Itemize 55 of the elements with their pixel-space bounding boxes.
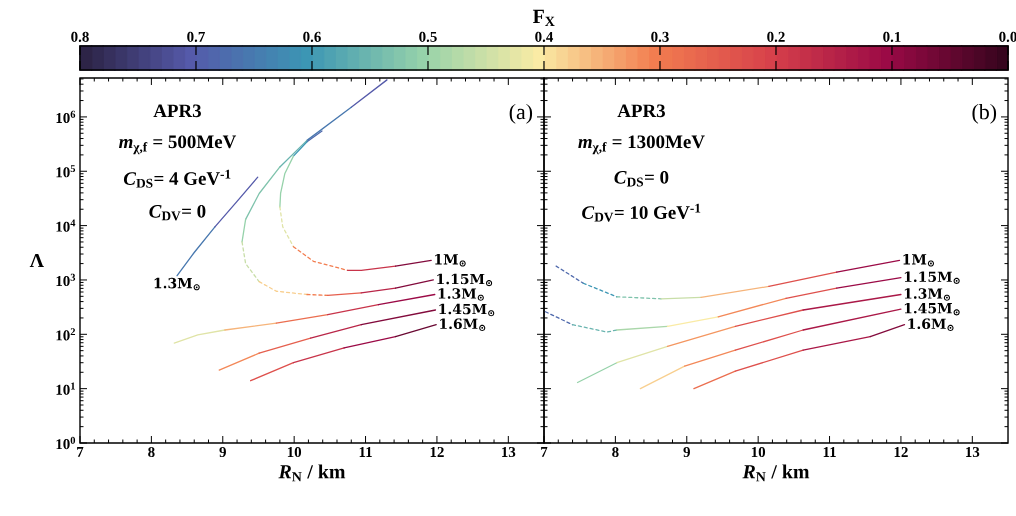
x-tick-label: 13	[502, 447, 516, 458]
annotation: m$_{χ,f}$ = 1300MeV	[578, 135, 705, 155]
x-tick-label: 9	[219, 447, 226, 458]
color-bar-label: 0.6	[303, 31, 321, 42]
text: (a)	[509, 103, 533, 124]
annotation: C$_{DV}$= 10 GeV$^{-1}$	[582, 203, 701, 222]
annotation: APR3	[153, 104, 201, 118]
color-bar-label: 0.7	[187, 31, 205, 42]
color-bar-label: 0.5	[419, 31, 437, 42]
color-bar-label: 0.8	[71, 31, 89, 42]
annotation: 1.15M$_{⊙}$	[437, 273, 493, 287]
x-tick-label: 8	[612, 447, 619, 458]
y-axis-title: Λ	[29, 253, 44, 268]
color-bar-label: 0.0	[999, 31, 1016, 42]
annotation: 1.3M$_{⊙}$	[904, 288, 950, 301]
x-tick-label: 9	[683, 447, 690, 458]
x-tick-label: 12	[894, 447, 908, 457]
x-tick-label: 8	[148, 447, 155, 458]
annotation: m$_{χ,f}$ = 500MeV	[118, 135, 237, 155]
annotation: C$_{DS}$= 0	[614, 170, 669, 187]
annotation: C$_{DS}$= 4 GeV$^{-1}$	[123, 169, 231, 188]
y-tick-label: 10$^{4}$	[56, 219, 76, 232]
y-tick-label: 10$^{0}$	[56, 436, 76, 450]
annotation: 1.15M$_{⊙}$	[904, 271, 960, 284]
y-tick-label: 10$^{3}$	[56, 273, 76, 287]
annotation: 1.6M$_{⊙}$	[440, 318, 486, 331]
annotation: 1.45M$_{⊙}$	[904, 302, 960, 316]
annotation: 1M$_{⊙}$	[903, 254, 934, 267]
y-tick-label: 10$^{6}$	[56, 110, 76, 124]
x-axis-title: R$_{N}$ / km	[742, 464, 810, 482]
y-tick-label: 10$^{5}$	[56, 165, 76, 178]
x-tick-label: 11	[359, 447, 372, 457]
annotation: C$_{DV}$= 0	[149, 204, 206, 221]
annotation: APR3	[617, 104, 665, 118]
text: (b)	[972, 103, 997, 124]
color-bar-label: 0.3	[651, 31, 669, 42]
annotation: 1.3M$_{⊙}$	[154, 277, 200, 291]
x-tick-label: 10	[287, 447, 302, 458]
annotation: 1.6M$_{⊙}$	[908, 318, 954, 331]
color-bar-label: 0.1	[883, 31, 901, 42]
x-tick-label: 13	[966, 447, 980, 458]
annotation: 1.3M$_{⊙}$	[438, 288, 484, 301]
color-bar-label: 0.4	[535, 31, 554, 42]
x-tick-label: 12	[430, 447, 444, 457]
color-bar-title: F$_{X}$	[532, 9, 555, 26]
x-tick-label: 7	[77, 447, 84, 457]
x-tick-label: 7	[541, 447, 548, 457]
annotation: 1.45M$_{⊙}$	[439, 303, 495, 317]
color-bar-label: 0.2	[767, 31, 785, 42]
x-axis-title: R$_{N}$ / km	[278, 464, 346, 482]
annotation: 1M$_{⊙}$	[435, 254, 466, 267]
y-tick-label: 10$^{2}$	[56, 328, 76, 341]
y-tick-label: 10$^{1}$	[56, 382, 75, 395]
x-tick-label: 11	[823, 447, 836, 457]
x-tick-label: 10	[751, 447, 766, 458]
